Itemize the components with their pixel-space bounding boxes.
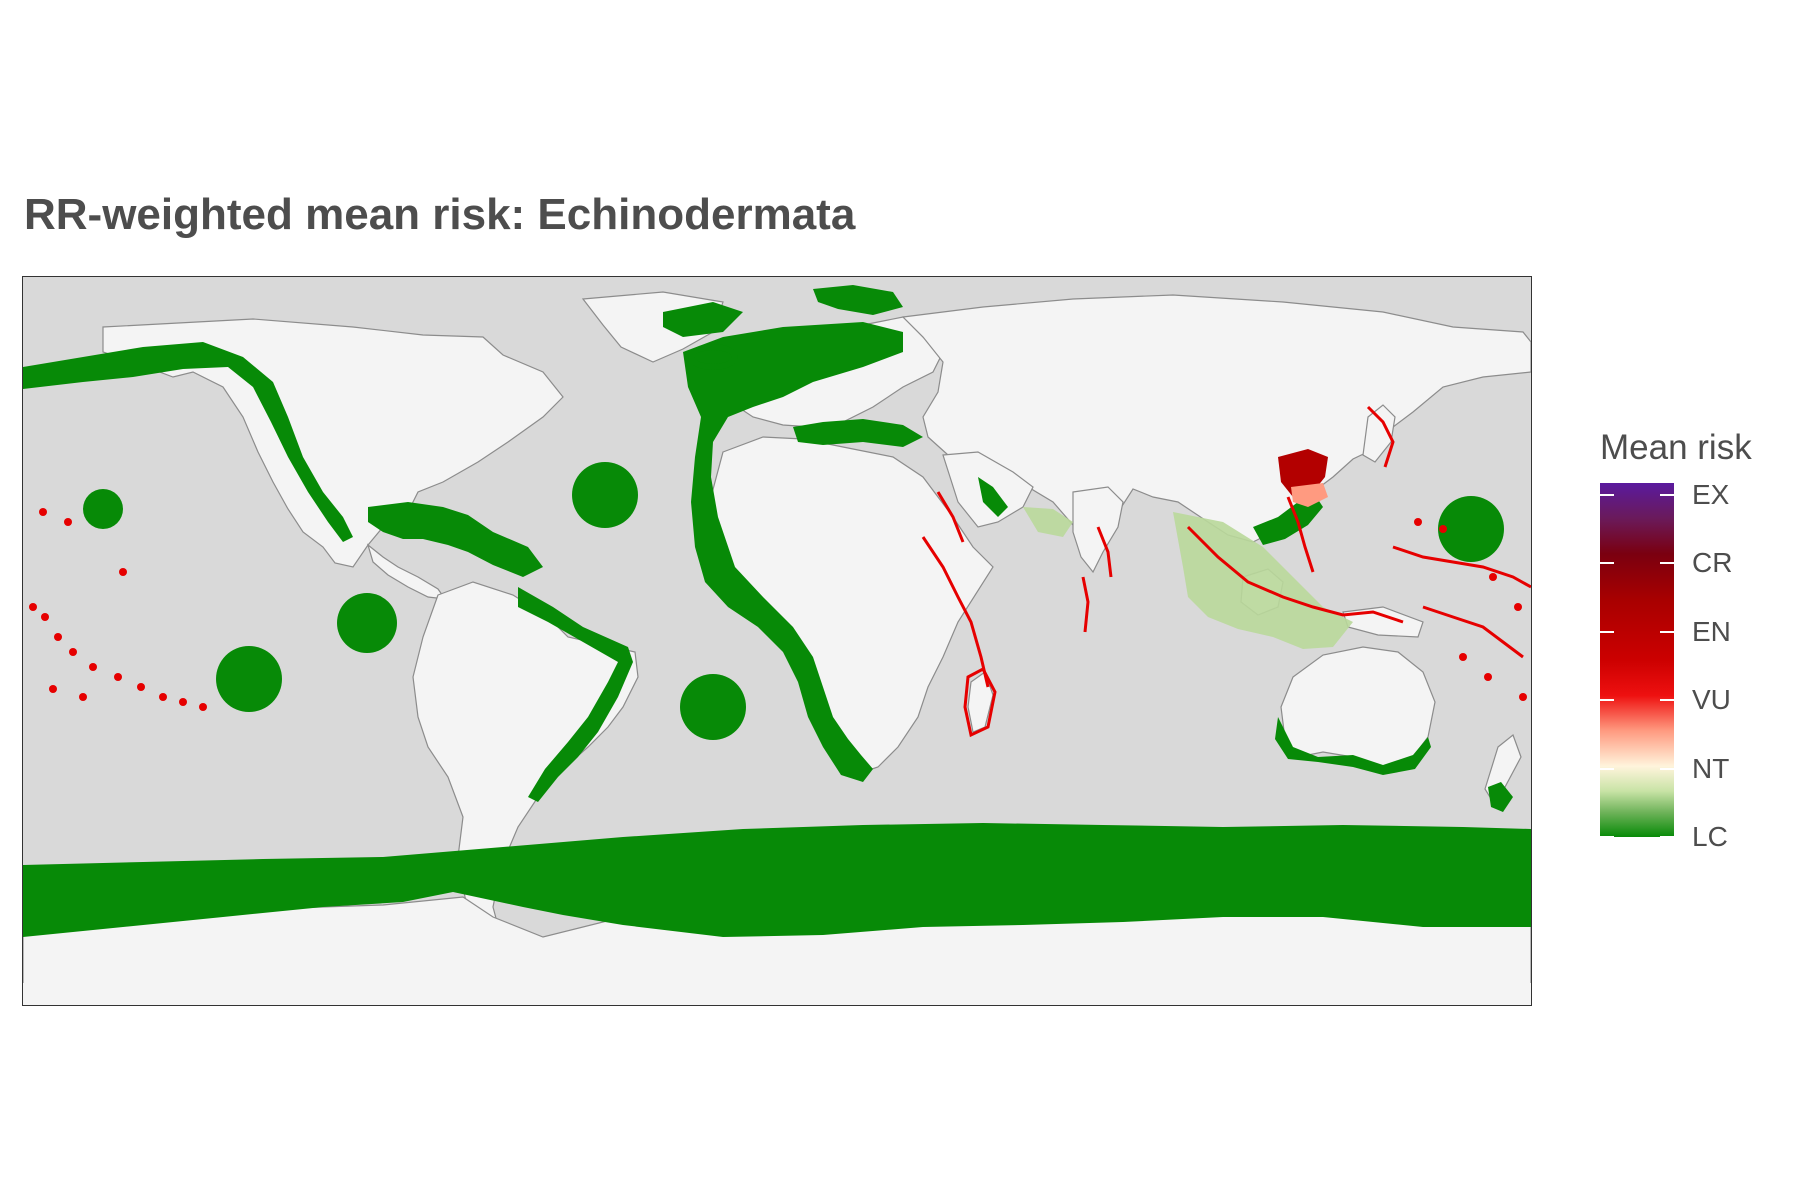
red-dot (49, 685, 57, 693)
indonesia-red (1186, 525, 1404, 624)
red-dot (39, 508, 47, 516)
micronesia-red (1392, 545, 1531, 589)
legend: Mean risk EX CR EN VU NT LC (1600, 428, 1790, 858)
red-dot (89, 663, 97, 671)
legend-tick (1600, 494, 1614, 496)
legend-tick (1660, 768, 1674, 770)
melanesia-red (1422, 605, 1524, 659)
australia-coast (1275, 717, 1431, 775)
red-dot (1484, 673, 1492, 681)
red-dot (79, 693, 87, 701)
bottom-land-strip (23, 983, 1531, 1005)
red-dot (119, 568, 127, 576)
greenland-band (663, 302, 743, 337)
near-threatened-areas (1023, 507, 1353, 649)
red-dot (199, 703, 207, 711)
world-map (23, 277, 1531, 1005)
red-dot (1459, 653, 1467, 661)
pacific-circle-1 (337, 593, 397, 653)
hawaii-circle (83, 489, 123, 529)
red-dot (1414, 518, 1422, 526)
map-panel (22, 276, 1532, 1006)
greenland-ring (688, 344, 738, 370)
chart-title: RR-weighted mean risk: Echinodermata (24, 190, 856, 239)
red-sea-persian (978, 477, 1008, 517)
legend-title: Mean risk (1600, 428, 1752, 467)
legend-tick (1660, 836, 1674, 838)
red-dot (159, 693, 167, 701)
south-atlantic-circle (680, 674, 746, 740)
arctic-scandinavia (813, 285, 903, 315)
red-dot (64, 518, 72, 526)
india-red (1096, 526, 1113, 578)
madagascar-red (963, 666, 997, 738)
legend-tick (1600, 768, 1614, 770)
legend-label-ex: EX (1692, 479, 1730, 510)
arabian-sea (1023, 507, 1073, 537)
red-sea-red (936, 491, 965, 543)
legend-tick (1600, 562, 1614, 564)
south-america-east-coast (518, 587, 633, 802)
legend-tick (1600, 836, 1614, 838)
pacific-circle-2 (216, 646, 282, 712)
legend-label-nt: NT (1692, 753, 1730, 784)
red-dot (114, 673, 122, 681)
indonesia-shelf (1173, 512, 1353, 649)
legend-tick (1600, 699, 1614, 701)
philippines-red (1286, 496, 1315, 573)
red-dot (1439, 525, 1447, 533)
red-dot (29, 603, 37, 611)
red-dot (1519, 693, 1527, 701)
red-dot (1514, 603, 1522, 611)
north-atlantic-circle (572, 462, 638, 528)
nz-coast (1488, 782, 1513, 812)
red-island-dots (29, 508, 1527, 711)
legend-tick (1600, 631, 1614, 633)
japan (1362, 404, 1396, 463)
red-dot (1489, 573, 1497, 581)
yellow-sea-gradient (1291, 483, 1328, 507)
japan-red (1366, 405, 1395, 468)
legend-label-lc: LC (1692, 821, 1728, 852)
red-dot (179, 698, 187, 706)
legend-color-bar (1600, 483, 1674, 838)
maldives-red (1081, 576, 1090, 633)
legend-tick (1660, 494, 1674, 496)
high-risk-areas (921, 405, 1531, 738)
gulf-caribbean (368, 502, 543, 577)
red-dot (69, 648, 77, 656)
north-pacific-coast (23, 342, 353, 542)
legend-tick (1660, 631, 1674, 633)
east-africa-coast-red (921, 536, 990, 688)
legend-label-vu: VU (1692, 684, 1731, 715)
red-dot (54, 633, 62, 641)
mediterranean (793, 419, 923, 447)
west-pacific-circle (1438, 496, 1504, 562)
legend-tick (1660, 562, 1674, 564)
red-dot (41, 613, 49, 621)
southern-ocean-band (23, 823, 1531, 937)
legend-tick (1660, 699, 1674, 701)
red-dot (137, 683, 145, 691)
low-risk-areas (23, 285, 1531, 937)
legend-label-cr: CR (1692, 547, 1733, 578)
legend-label-en: EN (1692, 616, 1731, 647)
